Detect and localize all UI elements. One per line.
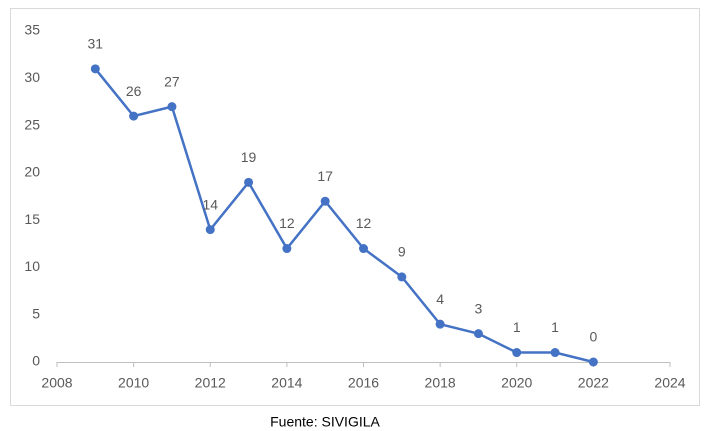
source-note: Fuente: SIVIGILA bbox=[270, 414, 380, 430]
y-tick-label: 30 bbox=[24, 69, 40, 85]
data-point bbox=[167, 102, 177, 112]
data-label: 17 bbox=[317, 168, 333, 184]
data-point bbox=[205, 225, 215, 235]
data-label: 0 bbox=[589, 329, 597, 345]
x-tick-label: 2022 bbox=[578, 375, 609, 391]
data-point bbox=[588, 357, 598, 367]
x-tick-label: 2018 bbox=[425, 375, 456, 391]
data-label: 1 bbox=[551, 319, 559, 335]
x-tick-label: 2010 bbox=[118, 375, 149, 391]
y-tick-label: 5 bbox=[32, 305, 40, 321]
data-label: 12 bbox=[279, 215, 295, 231]
data-point bbox=[512, 348, 522, 358]
series-line bbox=[94, 68, 594, 364]
data-point bbox=[435, 319, 445, 329]
data-point bbox=[282, 244, 292, 254]
data-point bbox=[129, 111, 139, 121]
data-label: 3 bbox=[475, 300, 483, 316]
data-point bbox=[397, 272, 407, 282]
data-point bbox=[473, 329, 483, 339]
x-tick-label: 2012 bbox=[195, 375, 226, 391]
y-tick-label: 15 bbox=[24, 211, 40, 227]
data-label: 27 bbox=[164, 73, 180, 89]
data-label: 1 bbox=[513, 319, 521, 335]
x-tick-label: 2014 bbox=[271, 375, 302, 391]
y-tick-label: 10 bbox=[24, 258, 40, 274]
data-label: 9 bbox=[398, 244, 406, 260]
data-point bbox=[244, 177, 254, 187]
y-tick-label: 25 bbox=[24, 116, 40, 132]
data-label: 4 bbox=[436, 291, 444, 307]
data-label: 31 bbox=[88, 36, 104, 52]
y-tick-label: 0 bbox=[32, 353, 40, 369]
x-tick-label: 2008 bbox=[41, 375, 72, 391]
data-point bbox=[359, 244, 368, 254]
data-label: 14 bbox=[202, 196, 218, 212]
data-label: 12 bbox=[356, 215, 372, 231]
data-label: 26 bbox=[126, 83, 142, 99]
chart-frame bbox=[10, 8, 700, 406]
data-label: 19 bbox=[241, 149, 257, 165]
data-point bbox=[90, 64, 100, 74]
y-tick-label: 35 bbox=[24, 22, 40, 38]
data-point bbox=[550, 348, 560, 358]
data-point bbox=[320, 196, 330, 206]
x-tick-label: 2024 bbox=[654, 375, 685, 391]
x-tick-label: 2016 bbox=[348, 375, 379, 391]
y-tick-label: 20 bbox=[24, 164, 40, 180]
x-tick-label: 2020 bbox=[501, 375, 532, 391]
